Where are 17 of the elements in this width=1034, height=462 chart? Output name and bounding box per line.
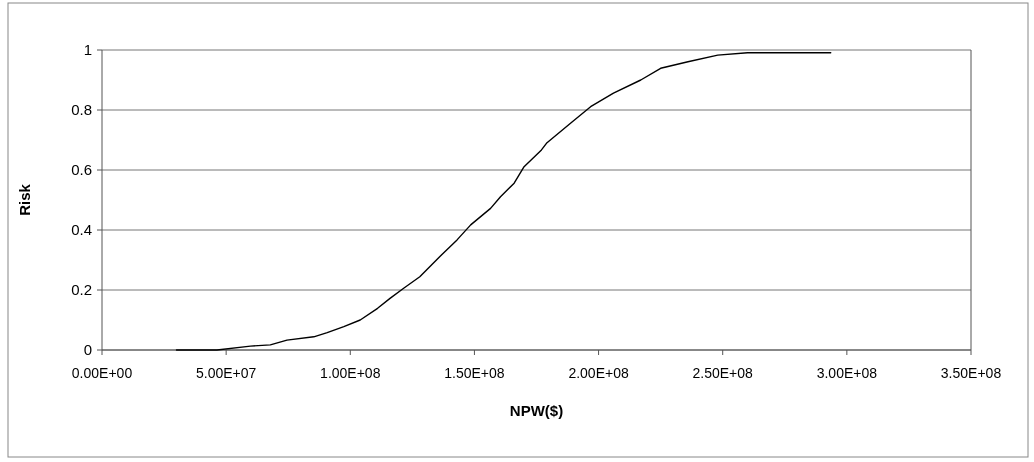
x-axis-title: NPW($) xyxy=(509,402,564,419)
y-tick-label: 0.6 xyxy=(71,161,92,179)
x-tick-label: 3.00E+08 xyxy=(816,365,878,381)
y-tick-label: 0.2 xyxy=(71,281,92,299)
line-series xyxy=(175,52,832,351)
x-tick-label: 5.00E+07 xyxy=(195,365,257,381)
x-tick-label: 1.50E+08 xyxy=(444,365,505,381)
y-axis-title: Risk xyxy=(16,183,33,216)
x-tick-label: 3.50E+08 xyxy=(940,365,1002,381)
x-tick-label: 1.00E+08 xyxy=(320,365,381,381)
y-tick-label: 0.4 xyxy=(71,221,92,239)
x-tick-label: 2.00E+08 xyxy=(568,365,629,381)
y-tick-label: 0.8 xyxy=(71,101,92,119)
y-tick-label: 0 xyxy=(83,341,92,359)
y-tick-label: 1 xyxy=(83,41,92,59)
x-tick-label: 2.50E+08 xyxy=(692,365,754,381)
x-tick-label: 0.00E+00 xyxy=(71,365,133,381)
